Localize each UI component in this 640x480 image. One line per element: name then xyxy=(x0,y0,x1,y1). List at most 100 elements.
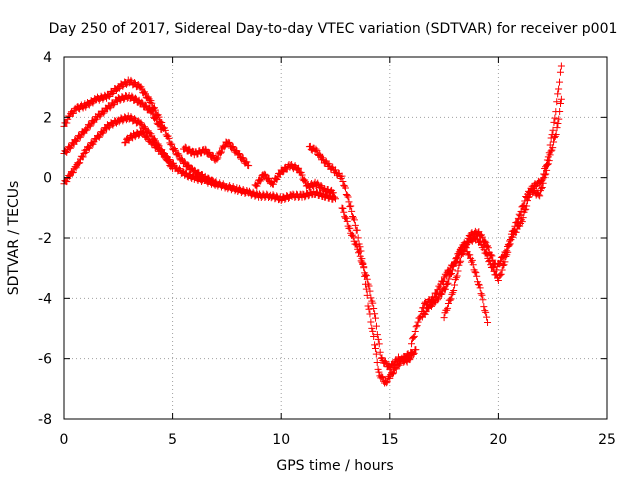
data-point xyxy=(381,359,389,367)
x-tick-label: 5 xyxy=(168,432,177,448)
data-point xyxy=(409,333,417,341)
data-point xyxy=(141,123,149,131)
data-point xyxy=(143,132,151,140)
data-point xyxy=(166,156,174,164)
data-point xyxy=(505,241,513,249)
data-point xyxy=(484,244,492,252)
data-point xyxy=(166,139,174,147)
data-point xyxy=(217,148,225,156)
data-point xyxy=(413,322,421,330)
data-point xyxy=(343,217,351,225)
data-point xyxy=(364,302,372,310)
data-point xyxy=(372,314,380,322)
data-point xyxy=(359,259,367,267)
data-point xyxy=(450,260,458,268)
data-point xyxy=(373,359,381,367)
data-point xyxy=(549,126,557,134)
data-point xyxy=(355,249,363,257)
data-point xyxy=(440,314,448,322)
data-point xyxy=(100,109,108,117)
data-point xyxy=(463,241,471,249)
data-point xyxy=(497,257,505,265)
data-point xyxy=(371,341,379,349)
data-point xyxy=(389,370,397,378)
data-point xyxy=(80,150,88,158)
data-point xyxy=(427,301,435,309)
data-point xyxy=(448,290,456,298)
data-point xyxy=(551,114,559,122)
data-point xyxy=(317,182,325,190)
data-point xyxy=(545,157,553,165)
data-point xyxy=(556,68,564,76)
data-point xyxy=(469,261,477,269)
data-point xyxy=(341,182,349,190)
data-point xyxy=(473,272,481,280)
data-point xyxy=(370,305,378,313)
data-point xyxy=(518,218,526,226)
x-tick-label: 20 xyxy=(489,432,507,448)
data-point xyxy=(65,143,73,151)
data-point xyxy=(372,350,380,358)
data-point xyxy=(261,170,269,178)
data-point xyxy=(339,178,347,186)
data-point xyxy=(557,62,565,70)
data-point xyxy=(368,297,376,305)
data-point xyxy=(168,140,176,148)
y-tick-label: -4 xyxy=(38,291,52,307)
data-point xyxy=(543,166,551,174)
data-point xyxy=(358,258,366,266)
data-point xyxy=(498,253,506,261)
data-point xyxy=(386,365,394,373)
data-point xyxy=(110,101,118,109)
data-point xyxy=(434,294,442,302)
data-point xyxy=(503,247,511,255)
data-point xyxy=(300,177,308,185)
data-point xyxy=(365,282,373,290)
data-point xyxy=(454,252,462,260)
data-point xyxy=(521,206,529,214)
data-point xyxy=(546,151,554,159)
data-point xyxy=(452,274,460,282)
data-point xyxy=(131,78,139,86)
data-point xyxy=(145,95,153,103)
data-point xyxy=(140,89,148,97)
data-point xyxy=(371,310,379,318)
data-point xyxy=(161,126,169,134)
data-point xyxy=(497,270,505,278)
data-point xyxy=(343,191,351,199)
data-point xyxy=(180,158,188,166)
data-point xyxy=(492,266,500,274)
data-point xyxy=(88,139,96,147)
series-track-2 xyxy=(60,91,166,158)
data-point xyxy=(501,248,509,256)
data-point xyxy=(535,191,543,199)
data-point xyxy=(350,216,358,224)
data-point xyxy=(447,270,455,278)
data-point xyxy=(75,159,83,167)
data-point xyxy=(551,132,559,140)
data-point xyxy=(298,171,306,179)
data-point xyxy=(340,208,348,216)
data-point xyxy=(332,195,339,203)
data-point xyxy=(475,281,483,289)
data-point xyxy=(269,180,277,188)
data-point xyxy=(159,149,167,157)
data-point xyxy=(538,184,546,192)
y-tick-label: -6 xyxy=(38,352,52,368)
data-point xyxy=(349,233,357,241)
data-point xyxy=(341,184,349,192)
data-point xyxy=(483,243,491,251)
data-point xyxy=(409,351,417,359)
data-point xyxy=(552,131,560,139)
data-point xyxy=(411,328,419,336)
data-point xyxy=(554,90,562,98)
data-point xyxy=(213,155,221,163)
data-point xyxy=(444,304,452,312)
series-track-6 xyxy=(251,160,337,197)
data-point xyxy=(405,355,413,363)
data-point xyxy=(181,143,189,151)
data-point xyxy=(517,208,525,216)
data-point xyxy=(148,99,156,107)
y-tick-label: 4 xyxy=(43,50,52,66)
data-point xyxy=(98,128,106,136)
